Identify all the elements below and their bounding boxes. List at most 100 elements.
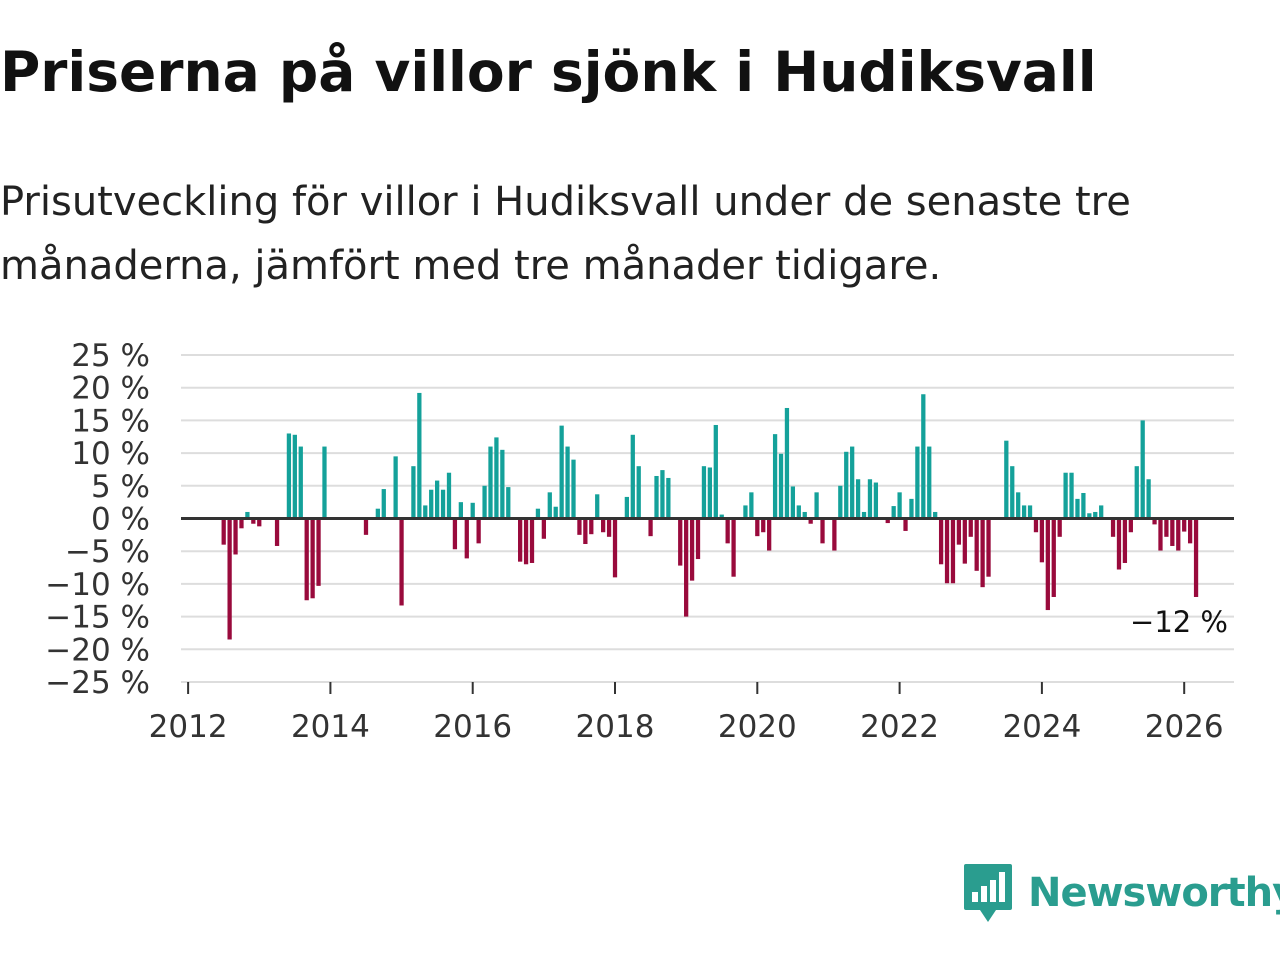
bar (476, 518, 481, 544)
x-tick-label: 2024 (1002, 709, 1081, 745)
bar (488, 446, 493, 519)
bar (423, 505, 428, 519)
bar (446, 472, 452, 519)
bar (962, 518, 967, 564)
bar (565, 446, 570, 519)
bar (1099, 505, 1104, 519)
bar (838, 485, 843, 519)
bar (713, 424, 718, 519)
x-tick-label: 2012 (149, 709, 228, 745)
bar (784, 407, 790, 519)
bar (778, 453, 784, 519)
bar (1016, 492, 1021, 519)
bar (1193, 518, 1199, 597)
bar (1004, 440, 1009, 519)
bar (980, 518, 985, 588)
bar (1122, 518, 1128, 563)
x-tick-label: 2014 (291, 709, 370, 745)
x-tick-label: 2018 (576, 709, 655, 745)
bar (1075, 498, 1080, 519)
bar (802, 511, 807, 519)
bar (322, 446, 327, 519)
bar (577, 518, 582, 535)
newsworthy-logo: Newsworthy (962, 862, 1280, 924)
bar (630, 434, 635, 519)
y-axis: 25 %20 %15 %10 %5 %0 %−5 %−10 %−15 %−20 … (45, 338, 150, 701)
bar (1057, 518, 1062, 537)
x-tick-label: 2026 (1145, 709, 1224, 745)
x-tick-label: 2016 (433, 709, 512, 745)
bar (375, 508, 380, 519)
bar (950, 518, 956, 584)
y-tick-label: −10 % (45, 567, 150, 603)
bar (1164, 518, 1169, 537)
bar (606, 518, 612, 537)
newsworthy-logo-icon (964, 864, 1012, 922)
bar (885, 518, 890, 524)
bar (1063, 472, 1068, 519)
bar (494, 437, 499, 519)
y-tick-label: −25 % (45, 665, 150, 701)
bar (707, 467, 713, 519)
bar (1081, 492, 1086, 519)
bar (891, 506, 896, 519)
bar (624, 496, 629, 519)
bar (808, 518, 813, 524)
bar (245, 511, 250, 519)
bar (850, 446, 855, 519)
bar (601, 518, 606, 533)
bar (1146, 479, 1151, 519)
chart-subtitle: Prisutveckling för villor i Hudiksvall u… (0, 179, 1131, 289)
bar (873, 482, 879, 519)
bar (571, 459, 576, 519)
bar (1087, 513, 1092, 519)
x-tick-label: 2022 (860, 709, 939, 745)
bar (678, 518, 683, 566)
bar (844, 451, 849, 519)
bar (968, 518, 973, 537)
bar (897, 492, 902, 519)
bar (411, 466, 416, 519)
bar (855, 479, 861, 519)
bar (767, 518, 772, 551)
bar (257, 518, 262, 527)
bar (583, 518, 588, 545)
bar (1027, 505, 1033, 519)
bar (595, 494, 600, 519)
bar (464, 518, 469, 559)
bar (286, 433, 292, 519)
bar (1187, 518, 1193, 544)
bar (1033, 518, 1039, 533)
bar (1170, 518, 1175, 546)
bar (927, 446, 932, 519)
bar (772, 434, 778, 519)
bar (239, 518, 244, 529)
bar (1110, 518, 1116, 537)
bar (589, 518, 594, 535)
bar (636, 466, 641, 519)
bar (1039, 518, 1045, 563)
y-tick-label: −5 % (65, 534, 150, 570)
bar (1010, 466, 1015, 519)
x-axis: 2012 2014 2016 2018 2020 2022 2024 2026 (149, 681, 1234, 745)
bar (518, 518, 523, 562)
y-tick-label: 0 % (91, 502, 150, 538)
bar (506, 487, 511, 519)
bar (440, 489, 446, 519)
bar (820, 518, 825, 544)
bar-chart: 25 %20 %15 %10 %5 %0 %−5 %−10 %−15 %−20 … (45, 338, 1234, 745)
bar (814, 492, 819, 519)
bar (523, 518, 529, 565)
bar (915, 446, 920, 519)
bar (612, 518, 618, 578)
bar (316, 518, 321, 586)
bar (749, 492, 754, 519)
bar (956, 518, 962, 545)
bar (500, 449, 505, 519)
bar (1116, 518, 1122, 570)
bar (761, 518, 766, 533)
y-tick-label: 20 % (71, 371, 150, 407)
bar (1093, 511, 1098, 519)
bar (470, 502, 475, 519)
bar (903, 518, 908, 531)
